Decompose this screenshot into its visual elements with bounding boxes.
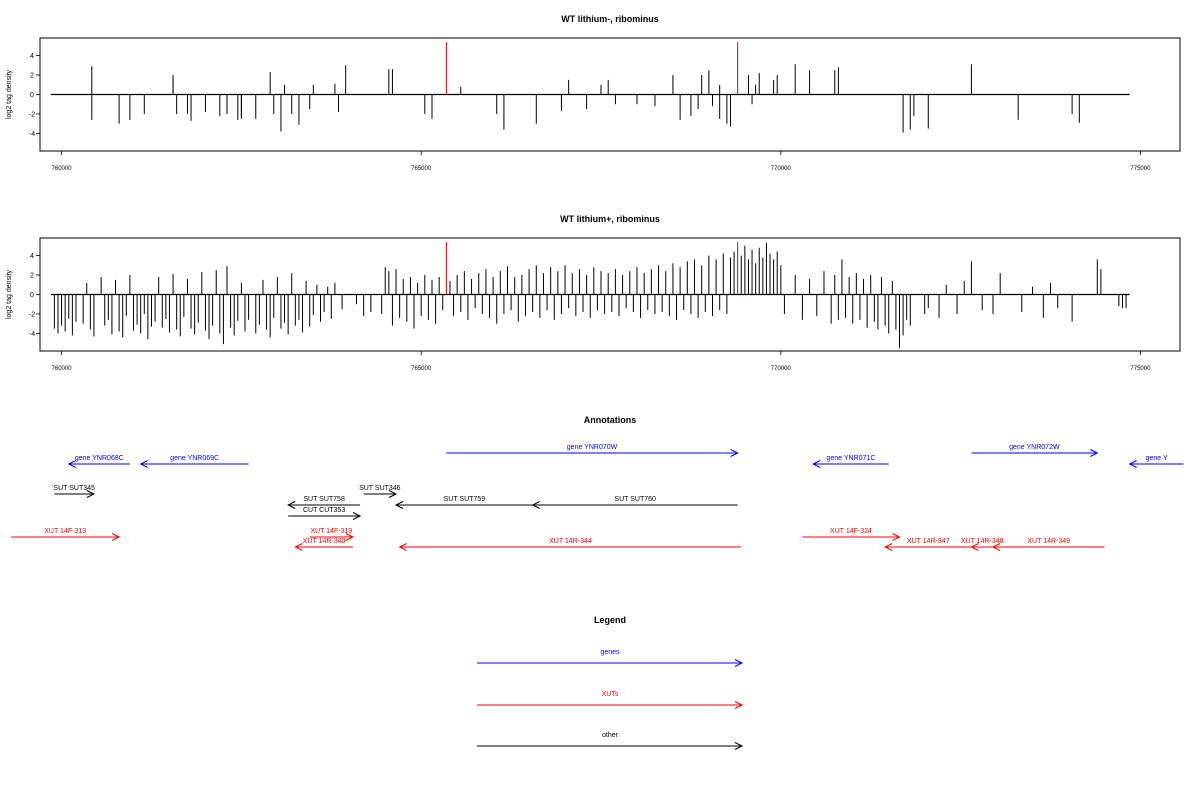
track-panel-1: WT lithium-, ribominus 4 2 0 -2 -4 log2 tag de… xyxy=(6,14,1181,172)
annotations-panel: Annotations gene YNR068C gene YNR069C gene … xyxy=(11,415,1184,551)
arrowhead-left xyxy=(394,501,404,509)
feature-label: SUT SUT758 xyxy=(303,496,345,503)
x-tick-label: 775000 xyxy=(1130,166,1151,172)
feature-label: gene YNR070W xyxy=(567,444,618,451)
x-tick-label: 770000 xyxy=(771,166,792,172)
annotation-feature: gene YNR070W xyxy=(446,444,739,457)
annotation-feature: XUT 14R-340 xyxy=(294,538,353,551)
legend-item-label: XUTs xyxy=(602,691,619,698)
feature-label: SUT SUT345 xyxy=(53,485,95,492)
arrowhead-left xyxy=(812,460,821,468)
y-tick-label: 4 xyxy=(30,253,34,260)
feature-label: XUT 14F-313 xyxy=(44,528,86,535)
arrowhead-left xyxy=(883,543,893,551)
feature-label: gene YNR068C xyxy=(75,455,124,462)
feature-label: XUT 14R-344 xyxy=(549,538,592,545)
legend-panel: Legend genes XUTs other xyxy=(477,615,744,750)
panel-title: WT lithium+, ribominus xyxy=(560,214,660,224)
feature-label: SUT SUT759 xyxy=(444,496,486,503)
annotation-feature: SUT SUT758 xyxy=(287,496,361,509)
arrowhead-right xyxy=(388,490,398,498)
x-tick-label: 765000 xyxy=(411,166,432,172)
legend-item: XUTs xyxy=(477,691,744,709)
annotation-feature: gene YNR071C xyxy=(812,455,889,468)
annotation-feature: gene Y xyxy=(1128,455,1184,468)
annotations-title: Annotations xyxy=(584,415,637,425)
legend-arrowhead xyxy=(734,742,744,750)
annotation-feature: SUT SUT346 xyxy=(359,485,401,498)
annotation-feature: gene YNR069C xyxy=(139,455,249,468)
y-axis-label: log2 tag density xyxy=(6,69,13,119)
y-axis-label: log2 tag density xyxy=(6,269,13,319)
feature-label: SUT SUT346 xyxy=(359,485,401,492)
feature-label: gene Y xyxy=(1146,455,1168,462)
annotation-feature: XUT 14R-347 xyxy=(883,538,972,551)
x-tick-label: 770000 xyxy=(771,366,792,372)
annotation-feature: SUT SUT759 xyxy=(394,496,533,509)
arrowhead-right xyxy=(345,533,354,541)
annotation-feature: XUT 14F-324 xyxy=(802,528,901,541)
arrowhead-left xyxy=(991,543,1001,551)
x-tick-label: 760000 xyxy=(52,166,73,172)
y-tick-label: -4 xyxy=(29,131,35,138)
x-tick-label: 760000 xyxy=(52,366,73,372)
feature-label: gene YNR072W xyxy=(1009,444,1060,451)
legend-item-label: other xyxy=(602,732,619,739)
annotation-feature: XUT 14F-313 xyxy=(11,528,121,541)
arrowhead-left xyxy=(287,501,296,509)
annotation-feature: SUT SUT760 xyxy=(531,496,738,509)
legend-item-label: genes xyxy=(600,649,620,656)
legend-arrowhead xyxy=(734,701,744,709)
y-tick-label: 0 xyxy=(30,92,34,99)
track-panel-2: WT lithium+, ribominus 4 2 0 -2 -4 log2 tag de… xyxy=(6,214,1181,372)
arrowhead-left xyxy=(398,543,407,551)
y-tick-label: -2 xyxy=(29,111,35,118)
arrowhead-right xyxy=(86,490,96,498)
y-tick-label: 2 xyxy=(30,273,34,280)
legend-item: genes xyxy=(477,649,744,667)
feature-label: XUT 14R-349 xyxy=(1027,538,1070,545)
feature-label: XUT 14F-324 xyxy=(830,528,872,535)
feature-label: XUT 14F-319 xyxy=(310,528,352,535)
arrowhead-left xyxy=(294,543,303,551)
arrowhead-right xyxy=(730,449,739,457)
arrowhead-right xyxy=(352,512,362,520)
y-tick-label: 4 xyxy=(30,53,34,60)
arrowhead-left xyxy=(970,543,979,551)
feature-label: XUT 14R-348 xyxy=(961,538,1004,545)
feature-label: XUT 14R-347 xyxy=(907,538,950,545)
feature-label: gene YNR071C xyxy=(826,455,875,462)
arrowhead-left xyxy=(1128,460,1137,468)
arrowhead-right xyxy=(111,533,121,541)
annotation-feature: CUT CUT353 xyxy=(288,507,362,520)
arrowhead-left xyxy=(67,460,76,468)
x-tick-label: 775000 xyxy=(1130,366,1151,372)
y-tick-label: -4 xyxy=(29,331,35,338)
y-tick-label: 0 xyxy=(30,292,34,299)
arrowhead-left xyxy=(531,501,540,509)
annotation-feature: XUT 14R-349 xyxy=(991,538,1105,551)
x-tick-label: 765000 xyxy=(411,366,432,372)
legend-item: other xyxy=(477,732,744,750)
feature-label: gene YNR069C xyxy=(170,455,219,462)
arrowhead-left xyxy=(139,460,148,468)
annotation-feature: gene YNR072W xyxy=(971,444,1099,457)
legend-title: Legend xyxy=(594,615,626,625)
arrowhead-right xyxy=(892,533,901,541)
feature-label: SUT SUT760 xyxy=(614,496,656,503)
panel-title: WT lithium-, ribominus xyxy=(561,14,659,24)
annotation-feature: XUT 14F-319 xyxy=(309,528,354,541)
annotation-feature: gene YNR068C xyxy=(67,455,130,468)
feature-label: CUT CUT353 xyxy=(303,507,345,514)
y-tick-label: 2 xyxy=(30,73,34,80)
annotation-feature: XUT 14R-344 xyxy=(398,538,742,551)
annotation-feature: SUT SUT345 xyxy=(53,485,96,498)
feature-label: XUT 14R-340 xyxy=(303,538,346,545)
annotation-feature: XUT 14R-348 xyxy=(961,538,1004,551)
y-tick-label: -2 xyxy=(29,311,35,318)
legend-arrowhead xyxy=(734,659,744,667)
arrowhead-right xyxy=(1090,449,1099,457)
